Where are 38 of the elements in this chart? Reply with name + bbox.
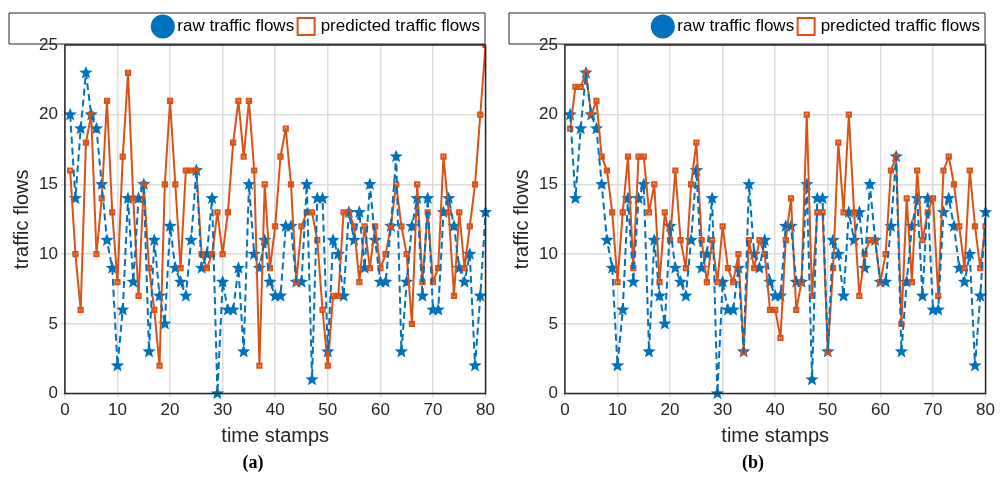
x-tick-label: 50 (818, 400, 838, 420)
y-axis-title: traffic flows (9, 169, 32, 270)
y-tick-label: 0 (48, 383, 58, 403)
text: (a) (242, 452, 264, 473)
y-tick-label: 25 (38, 34, 58, 54)
x-tick-label: 80 (976, 400, 996, 420)
x-tick-label: 20 (660, 400, 680, 420)
x-tick-label: 70 (423, 400, 443, 420)
x-tick-label: 20 (160, 400, 180, 420)
x-tick-label: 40 (265, 400, 285, 420)
x-tick-label: 60 (870, 400, 890, 420)
y-axis-title: traffic flows (509, 169, 532, 270)
x-tick-label: 70 (923, 400, 943, 420)
x-tick-label: 30 (713, 400, 733, 420)
legend-label: raw traffic flows (677, 16, 795, 36)
x-tick-label: 50 (318, 400, 338, 420)
y-tick-label: 15 (38, 174, 58, 194)
text: (b) (742, 452, 764, 473)
x-axis-title: time stamps (721, 423, 830, 446)
y-tick-label: 0 (548, 383, 558, 403)
x-tick-label: 40 (765, 400, 785, 420)
x-tick-label: 60 (370, 400, 390, 420)
x-axis-title: time stamps (221, 423, 330, 446)
x-tick-label: 80 (476, 400, 496, 420)
y-tick-label: 20 (38, 104, 58, 124)
x-tick-label: 10 (108, 400, 127, 420)
y-tick-label: 5 (548, 313, 558, 333)
legend-label: predicted traffic flows (820, 16, 981, 36)
x-tick-label: 10 (608, 400, 627, 420)
legend-label: predicted traffic flows (320, 16, 481, 36)
y-tick-label: 20 (538, 104, 558, 124)
y-tick-label: 10 (538, 243, 558, 263)
y-tick-label: 15 (538, 174, 558, 194)
y-tick-label: 5 (48, 313, 58, 333)
y-tick-label: 10 (38, 243, 58, 263)
y-tick-label: 25 (538, 34, 558, 54)
x-tick-label: 30 (213, 400, 233, 420)
legend-label: raw traffic flows (177, 16, 295, 36)
